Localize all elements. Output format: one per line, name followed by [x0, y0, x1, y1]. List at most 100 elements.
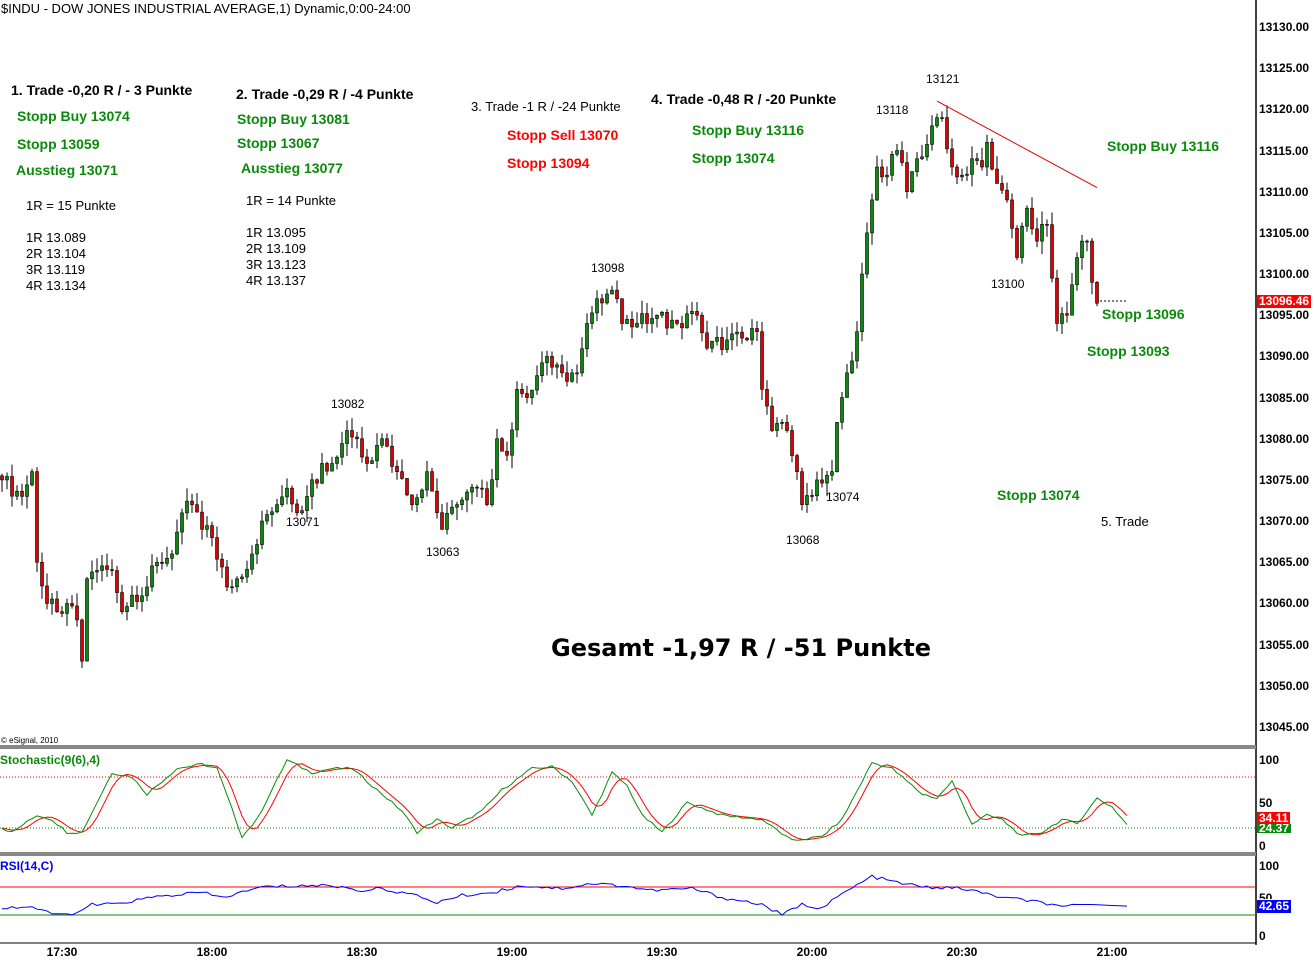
candle-body — [955, 166, 959, 178]
candle-body — [1060, 313, 1064, 324]
candle-body — [285, 487, 289, 498]
candle-body — [885, 174, 889, 178]
stoch-tick: 50 — [1259, 796, 1273, 810]
pivot-label: 13121 — [926, 72, 960, 86]
candle-body — [735, 331, 739, 335]
candle-body — [820, 479, 824, 484]
trade3-title: 3. Trade -1 R / -24 Punkte — [471, 99, 621, 114]
x-tick-label: 18:30 — [346, 945, 378, 959]
x-tick-label: 18:00 — [196, 945, 228, 959]
candle-body — [580, 348, 584, 374]
candle-body — [360, 438, 364, 458]
candle-body — [600, 298, 604, 304]
candle-body — [940, 117, 944, 119]
candle-body — [35, 471, 39, 563]
candle-body — [250, 553, 254, 570]
trade3-stop-sell: Stopp Sell 13070 — [507, 127, 619, 143]
trade1-target: 2R 13.104 — [26, 246, 86, 261]
x-tick-label: 21:00 — [1096, 945, 1128, 959]
candle-body — [655, 314, 659, 319]
trade5-stop: Stopp 13093 — [1087, 343, 1170, 359]
candle-body — [875, 166, 879, 201]
candle-body — [780, 422, 784, 424]
y-tick-label: 13120.00 — [1259, 102, 1310, 117]
candle-body — [795, 455, 799, 472]
candle-body — [700, 314, 704, 334]
stoch-k-tag: 24.37 — [1257, 824, 1292, 833]
candle-body — [125, 606, 129, 612]
candle-body — [975, 158, 979, 161]
pivot-label: 13082 — [331, 397, 365, 411]
indicators — [0, 759, 1256, 916]
candle-body — [5, 476, 9, 481]
candle-body — [465, 491, 469, 501]
candle-body — [960, 174, 964, 178]
candle-body — [610, 289, 614, 295]
candle-body — [500, 438, 504, 452]
candle-body — [310, 479, 314, 497]
candle-body — [470, 486, 474, 493]
candle-body — [540, 362, 544, 376]
pane-divider[interactable] — [0, 745, 1256, 749]
candle-body — [210, 525, 214, 538]
candle-body — [745, 337, 749, 341]
candle-body — [450, 506, 454, 514]
y-tick-label: 13105.00 — [1259, 225, 1310, 240]
candle-body — [935, 117, 939, 127]
candle-body — [315, 479, 319, 484]
candle-body — [180, 512, 184, 533]
candle-body — [575, 372, 579, 375]
y-tick-label: 13085.00 — [1259, 390, 1310, 405]
candle-body — [770, 405, 774, 431]
trade1-target: 1R 13.089 — [26, 230, 86, 245]
candle-body — [705, 332, 709, 349]
candle-body — [155, 561, 159, 567]
copyright: © eSignal, 2010 — [1, 736, 59, 745]
y-tick-label: 13110.00 — [1259, 184, 1309, 199]
y-tick-label: 13090.00 — [1259, 349, 1310, 364]
candle-body — [515, 389, 519, 431]
candle-body — [160, 561, 164, 564]
candle-body — [320, 463, 324, 484]
candle-body — [825, 474, 829, 484]
candle-body — [485, 488, 489, 505]
candle-body — [45, 585, 49, 604]
y-tick-label: 13115.00 — [1259, 143, 1309, 158]
rsi-tag: 42.65 — [1257, 899, 1292, 913]
candle-body — [110, 569, 114, 571]
trade2-title: 2. Trade -0,29 R / -4 Punkte — [236, 86, 414, 102]
candle-body — [1055, 277, 1059, 324]
candle-body — [535, 375, 539, 391]
candle-body — [375, 444, 379, 462]
candle-body — [830, 471, 834, 476]
trade1-target: 4R 13.134 — [26, 278, 86, 293]
candle-body — [65, 603, 69, 614]
candle-body — [530, 389, 534, 398]
stoch-tick: 0 — [1259, 839, 1266, 853]
candle-body — [1025, 207, 1029, 227]
x-tick-label: 17:30 — [46, 945, 78, 959]
candle-body — [675, 319, 679, 324]
candle-body — [330, 463, 334, 472]
candle-body — [170, 553, 174, 559]
candle-body — [1000, 183, 1004, 191]
candle-body — [445, 513, 449, 530]
candle-body — [345, 430, 349, 444]
candle-body — [750, 328, 754, 341]
candle-body — [380, 438, 384, 446]
candle-body — [690, 311, 694, 315]
candle-body — [595, 298, 599, 314]
candle-body — [245, 568, 249, 578]
candle-body — [1005, 189, 1009, 201]
candle-body — [295, 503, 299, 514]
candle-body — [270, 511, 274, 515]
pane-divider[interactable] — [0, 852, 1256, 856]
candle-body — [650, 318, 654, 324]
y-tick-label: 13070.00 — [1259, 514, 1310, 529]
candle-body — [815, 479, 819, 497]
candle-body — [1045, 224, 1049, 226]
candle-body — [290, 487, 294, 505]
candle-body — [355, 436, 359, 440]
candle-body — [565, 372, 569, 382]
candle-body — [805, 495, 809, 505]
